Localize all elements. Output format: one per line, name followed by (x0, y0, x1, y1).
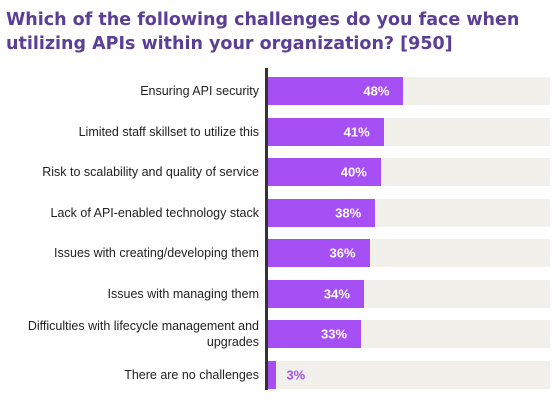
category-label: Lack of API-enabled technology stack (50, 205, 259, 220)
value-label: 33% (321, 326, 348, 342)
bar-row: Issues with managing them 34% (0, 279, 560, 308)
value-label: 36% (329, 245, 356, 261)
category-label: Risk to scalability and quality of servi… (42, 165, 259, 179)
bar-row: Risk to scalability and quality of servi… (0, 158, 560, 186)
bar (268, 198, 376, 227)
bar (268, 117, 384, 146)
bar-track (268, 360, 550, 389)
bar-row: Limited staff skillset to utilize this 41… (0, 117, 560, 146)
category-axis-line (265, 68, 268, 390)
category-label: There are no challenges (124, 367, 259, 382)
category-label: Issues with creating/developing them (54, 246, 259, 260)
bar-row: There are no challenges 3% (0, 360, 560, 389)
value-label: 48% (363, 83, 390, 99)
category-label: Ensuring API security (140, 84, 259, 98)
bar (268, 360, 277, 389)
bar (268, 77, 404, 105)
value-label: 3% (286, 367, 306, 382)
bar (268, 158, 381, 186)
bar (268, 279, 364, 308)
bar-row: Issues with creating/developing them 36% (0, 239, 560, 267)
bar (268, 239, 370, 267)
value-label: 41% (343, 124, 370, 139)
bar-row: Difficulties with lifecycle management a… (0, 319, 560, 349)
bar-chart: Ensuring API security 48% Limited staff sk… (0, 68, 560, 408)
chart-title: Which of the following challenges do you… (6, 10, 520, 54)
value-label: 40% (340, 164, 367, 180)
value-label: 34% (323, 286, 350, 301)
bar (268, 320, 362, 348)
bar-row: Ensuring API security 48% (0, 77, 560, 105)
bar-row: Lack of API-enabled technology stack 38% (0, 198, 560, 227)
category-label: Difficulties with lifecycle management a… (27, 319, 259, 349)
value-label: 38% (335, 205, 362, 220)
category-label: Limited staff skillset to utilize this (78, 124, 259, 139)
category-label: Issues with managing them (107, 286, 259, 301)
